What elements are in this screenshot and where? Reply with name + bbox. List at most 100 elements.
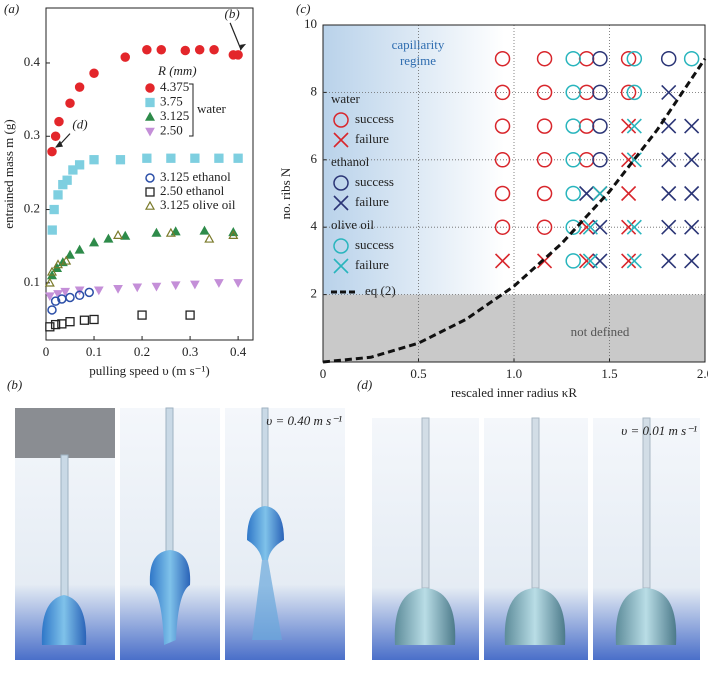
- annotation: (b): [225, 6, 240, 21]
- marker: [47, 146, 57, 157]
- marker: [233, 50, 243, 60]
- marker: [228, 229, 239, 239]
- x-tick-label: 0: [43, 344, 50, 359]
- marker: [683, 50, 700, 67]
- drop: [149, 550, 191, 645]
- marker: [620, 84, 637, 101]
- marker: [536, 152, 553, 168]
- marker: [661, 84, 677, 100]
- x-tick-label: 2.0: [697, 366, 708, 381]
- marker: [494, 253, 511, 269]
- marker: [46, 266, 58, 276]
- marker: [185, 310, 195, 320]
- y-axis-label: no. ribs N: [278, 167, 293, 219]
- arrow-head: [55, 140, 64, 148]
- legend-marker: [333, 175, 349, 191]
- marker: [536, 118, 553, 134]
- marker: [536, 50, 553, 67]
- marker: [132, 283, 143, 293]
- marker: [660, 50, 677, 67]
- legend-label: 2.50: [160, 122, 183, 137]
- marker: [626, 50, 643, 67]
- legend-group: olive oil: [331, 217, 374, 232]
- legend-label: 3.125 ethanol: [160, 169, 231, 184]
- x-tick-label: 0.5: [410, 366, 426, 381]
- marker: [103, 233, 114, 243]
- marker: [89, 155, 99, 165]
- marker: [494, 185, 511, 202]
- x-axis-label: rescaled inner radius κR: [451, 385, 577, 400]
- marker: [50, 319, 61, 330]
- drop: [504, 588, 566, 645]
- marker: [621, 253, 637, 269]
- marker: [214, 279, 224, 288]
- legend-marker: [145, 83, 155, 93]
- legend-bracket-label: water: [197, 101, 227, 116]
- legend-label: success: [355, 237, 394, 252]
- legend-title: R (mm): [157, 63, 197, 78]
- marker: [684, 219, 700, 235]
- marker: [565, 185, 581, 202]
- marker: [61, 255, 72, 265]
- marker: [536, 84, 553, 101]
- marker: [536, 219, 553, 235]
- legend-marker: [333, 238, 349, 254]
- marker: [165, 227, 176, 237]
- marker: [113, 229, 124, 239]
- marker: [64, 249, 76, 259]
- marker: [626, 253, 642, 269]
- region-label: capillarity: [392, 37, 445, 52]
- legend-marker: [144, 200, 156, 210]
- legend-label: 2.50 ethanol: [160, 183, 225, 198]
- marker: [74, 290, 85, 301]
- marker: [565, 50, 581, 67]
- marker: [74, 244, 85, 254]
- y-tick-label: 0.2: [24, 201, 40, 216]
- marker: [204, 233, 215, 243]
- marker: [65, 317, 75, 327]
- marker: [565, 152, 581, 168]
- marker: [661, 152, 677, 168]
- legend-marker: [145, 173, 155, 183]
- y-tick-label: 2: [311, 286, 318, 301]
- drop: [41, 595, 87, 645]
- y-axis-label: entrained mass m (g): [1, 119, 16, 228]
- legend-label: failure: [355, 194, 389, 209]
- marker: [661, 253, 677, 269]
- x-tick-label: 0.2: [134, 344, 150, 359]
- marker: [494, 84, 511, 101]
- x-tick-label: 1.0: [506, 366, 522, 381]
- y-tick-label: 0.3: [24, 127, 40, 142]
- marker: [565, 118, 581, 134]
- plate: [15, 408, 115, 458]
- marker: [565, 84, 581, 101]
- arrow-head: [240, 43, 247, 51]
- legend-label: 4.375: [160, 79, 189, 94]
- marker: [233, 279, 243, 288]
- marker: [684, 253, 700, 269]
- marker: [592, 50, 608, 67]
- marker: [180, 45, 191, 56]
- marker: [142, 45, 152, 55]
- x-tick-label: 0: [320, 366, 327, 381]
- marker: [170, 281, 181, 291]
- marker: [626, 118, 642, 134]
- caption: υ = 0.40 m s⁻¹: [266, 413, 342, 428]
- marker: [49, 204, 59, 215]
- marker: [626, 219, 642, 235]
- marker: [93, 286, 104, 296]
- marker: [47, 225, 57, 235]
- legend-marker: [333, 258, 349, 274]
- marker: [592, 152, 608, 168]
- legend-marker: [333, 132, 349, 148]
- marker: [621, 219, 637, 235]
- annotation: (d): [72, 117, 87, 132]
- marker: [661, 185, 677, 202]
- legend-marker: [145, 97, 155, 108]
- caption: υ = 0.01 m s⁻¹: [621, 423, 697, 438]
- annotation-arrow: [229, 22, 242, 51]
- marker: [592, 84, 608, 101]
- legend-label: eq (2): [365, 283, 396, 298]
- y-tick-label: 0.4: [24, 54, 41, 69]
